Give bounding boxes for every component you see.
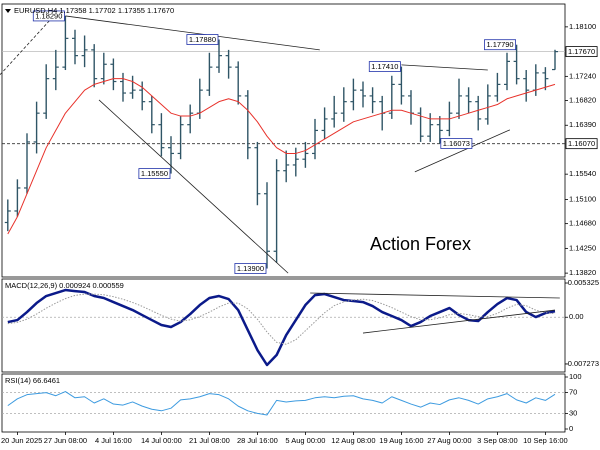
trend-line [401,64,488,71]
series-line [7,288,556,367]
trend-line [362,309,556,334]
x-tick-label: 19 Aug 16:00 [379,436,423,445]
level-annotation: 1.18290 [32,10,65,22]
x-tick-label: 20 Jun 2025 [1,436,42,445]
panel-frame [1,3,566,278]
y-tick-label: 30 [569,408,577,417]
annotation-box [138,168,171,179]
trend-line [0,14,56,75]
annotation-box [32,10,65,22]
trend-line [98,99,289,274]
last-price-label: 1.17670 [568,47,595,56]
y-tick-label: 1.16820 [569,95,596,104]
panel-title: EURUSD,H4 1.17358 1.17702 1.17355 1.1767… [14,6,174,15]
annotation-box [234,263,267,274]
y-tick-label: 1.15100 [569,194,596,203]
series-line [7,78,556,235]
annotation-box [440,138,473,149]
level-annotation: 1.17410 [368,61,401,72]
y-tick-label: -0.007273 [565,359,599,368]
y-tick-label: 100 [569,372,582,381]
annotation-box [186,34,219,45]
y-tick-label: 1.14250 [569,243,596,252]
x-tick-label: 27 Aug 00:00 [427,436,471,445]
annotation-label: 1.17410 [371,62,398,71]
panel-title: MACD(12,26,9) 0.000924 0.000559 [5,281,124,290]
panel-frame [1,278,566,373]
annotation-label: 1.13900 [237,264,264,273]
y-tick-label: 1.18100 [569,22,596,31]
trend-line [65,15,320,51]
trend-line [310,292,560,299]
annotation-label: 1.16073 [443,139,470,148]
y-tick-label: 1.15540 [569,169,596,178]
x-tick-label: 27 Jun 08:00 [44,436,87,445]
x-tick-label: 21 Jul 08:00 [189,436,230,445]
annotation-label: 1.17880 [189,35,216,44]
trend-line [414,129,511,173]
y-tick-label: 1.13820 [569,268,596,277]
level-annotation: 1.15550 [138,168,171,179]
x-tick-label: 12 Aug 08:00 [331,436,375,445]
level-annotation: 1.17790 [484,39,517,51]
hline-label-box [565,138,598,150]
y-tick-label: 1.16390 [569,120,596,129]
watermark: Action Forex [370,234,471,254]
y-tick-label: 0.005325 [568,278,599,287]
panel-frame [1,373,566,433]
x-tick-label: 3 Sep 08:00 [477,436,517,445]
annotation-box [484,39,517,51]
annotation-label: 1.17790 [486,40,513,49]
x-tick-label: 10 Sep 16:00 [523,436,568,445]
x-tick-label: 28 Jul 16:00 [237,436,278,445]
hline-label: 1.16070 [568,139,595,148]
level-annotation: 1.16073 [440,138,473,149]
series-line [7,293,556,345]
annotation-label: 1.18290 [35,11,62,20]
title-icon [5,9,11,13]
x-tick-label: 5 Aug 00:00 [285,436,325,445]
y-tick-label: 1.17240 [569,71,596,80]
y-tick-label: 0.00 [569,312,584,321]
x-tick-label: 4 Jul 16:00 [95,436,132,445]
level-annotation: 1.17880 [186,34,219,45]
x-tick-label: 14 Jul 00:00 [141,436,182,445]
y-tick-label: 70 [569,388,577,397]
annotation-label: 1.15550 [141,169,168,178]
last-price-label-box [565,46,598,58]
level-annotation: 1.13900 [234,263,267,274]
y-tick-label: 0 [569,424,573,433]
annotation-box [368,61,401,72]
series-line [7,391,556,416]
y-tick-label: 1.14680 [569,219,596,228]
panel-title: RSI(14) 66.6461 [5,376,60,385]
